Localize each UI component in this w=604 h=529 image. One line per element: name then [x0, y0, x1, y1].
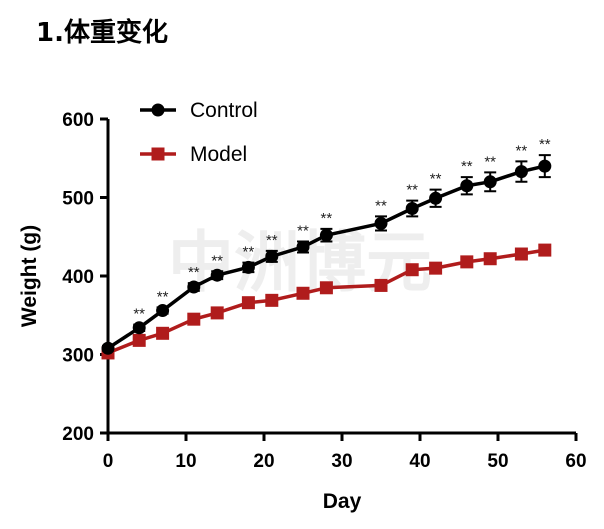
x-tick-label: 10: [175, 451, 196, 472]
data-point-control: [483, 175, 497, 189]
significance-marks: ** ** ** ** ** ** ** ** ** ** ** ** ** ** **: [133, 136, 550, 323]
series-line-control: [107, 164, 546, 350]
data-point-control: [210, 268, 224, 282]
y-tick-label: 500: [62, 189, 94, 210]
y-tick-label: 600: [62, 110, 94, 131]
legend-label: Control: [190, 99, 258, 122]
significance-label: **: [211, 252, 223, 269]
significance-label: **: [461, 158, 473, 175]
data-point-control: [265, 249, 279, 263]
x-tick-label: 60: [565, 451, 586, 472]
series-line-model: [107, 248, 546, 355]
significance-label: **: [297, 222, 309, 239]
y-tick-label: 400: [62, 267, 94, 288]
significance-label: **: [406, 182, 418, 199]
data-point-model: [514, 247, 528, 261]
data-point-control: [429, 191, 443, 205]
x-tick-label: 50: [487, 451, 508, 472]
legend-marker: [151, 103, 165, 117]
data-point-model: [538, 243, 552, 257]
x-tick-label: 20: [253, 451, 274, 472]
data-point-model: [156, 326, 170, 340]
significance-label: **: [430, 171, 442, 188]
y-tick-label: 200: [62, 424, 94, 445]
data-point-model: [265, 293, 279, 307]
axis-ticks: 0 10 20 30 40 50 60 200 300 400 500 600: [62, 110, 586, 472]
axis-titles: Day Weight (g): [18, 225, 362, 513]
series-control: [101, 154, 552, 355]
data-point-model: [241, 296, 255, 310]
significance-label: **: [321, 210, 333, 227]
data-point-model: [460, 255, 474, 269]
legend-item-model: Model: [140, 143, 247, 166]
significance-label: **: [243, 244, 255, 261]
significance-label: **: [133, 306, 145, 323]
data-point-model: [405, 263, 419, 277]
significance-label: **: [157, 288, 169, 305]
data-point-model: [296, 286, 310, 300]
data-point-model: [483, 252, 497, 266]
data-point-control: [156, 304, 170, 318]
data-point-model: [187, 312, 201, 326]
significance-label: **: [484, 153, 496, 170]
data-point-model: [210, 306, 224, 320]
y-tick-label: 300: [62, 346, 94, 367]
data-point-model: [319, 281, 333, 295]
data-point-model: [132, 333, 146, 347]
data-point-control: [514, 165, 528, 179]
data-point-control: [538, 159, 552, 173]
legend: Control Model: [140, 99, 258, 166]
legend-label: Model: [190, 143, 247, 166]
legend-item-control: Control: [140, 99, 258, 122]
x-tick-label: 40: [409, 451, 430, 472]
section-heading: 1.体重变化: [36, 18, 168, 48]
data-point-model: [429, 261, 443, 275]
significance-label: **: [188, 264, 200, 281]
data-point-control: [101, 341, 115, 355]
series-model: [101, 243, 552, 360]
data-point-control: [241, 260, 255, 274]
data-point-control: [132, 321, 146, 335]
x-tick-label: 30: [331, 451, 352, 472]
data-point-control: [374, 216, 388, 230]
significance-label: **: [375, 197, 387, 214]
significance-label: **: [516, 142, 528, 159]
significance-label: **: [266, 232, 278, 249]
data-point-control: [319, 228, 333, 242]
x-tick-label: 0: [103, 451, 114, 472]
data-point-control: [296, 240, 310, 254]
data-point-control: [405, 201, 419, 215]
y-axis-title: Weight (g): [18, 225, 41, 327]
data-point-control: [460, 179, 474, 193]
chart-series: [101, 154, 552, 360]
data-point-control: [187, 280, 201, 294]
x-axis-title: Day: [323, 490, 362, 513]
data-point-model: [374, 278, 388, 292]
significance-label: **: [539, 136, 551, 153]
legend-marker: [151, 147, 165, 161]
